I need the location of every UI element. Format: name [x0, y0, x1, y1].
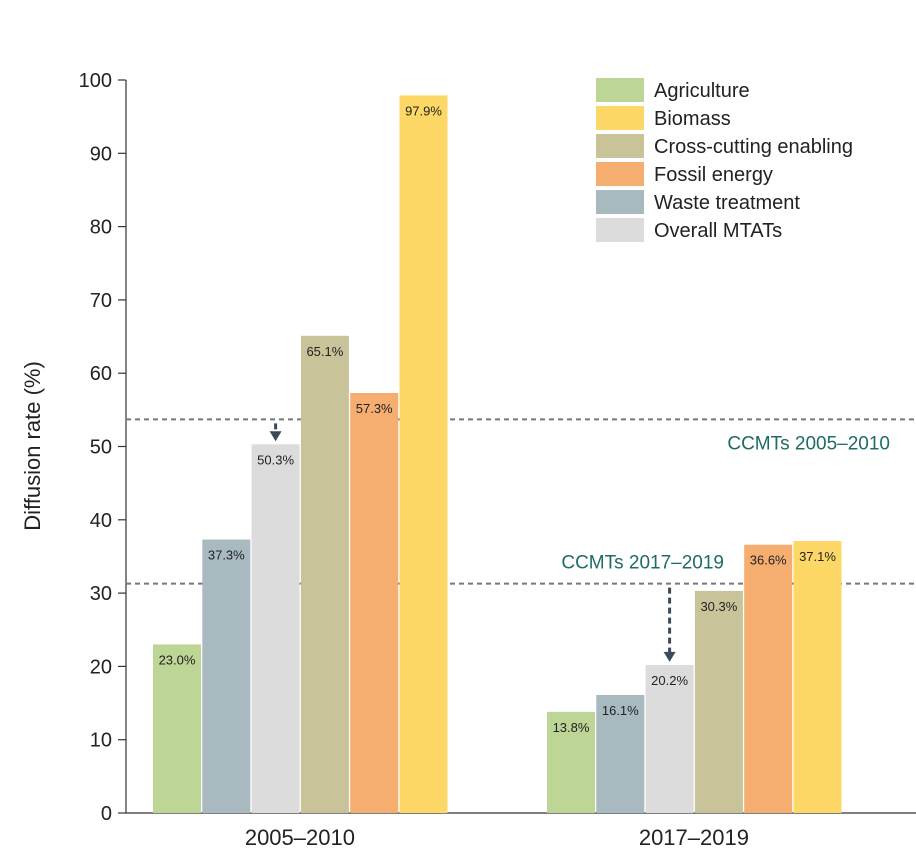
- bar-biomass: [399, 95, 448, 813]
- legend-label: Biomass: [654, 108, 731, 130]
- bar-fossil-energy: [744, 544, 793, 813]
- bar-waste-treatment: [596, 694, 645, 813]
- bar-value-label: 36.6%: [750, 553, 787, 568]
- bar-value-label: 57.3%: [356, 401, 393, 416]
- legend-label: Agriculture: [654, 80, 750, 102]
- bar-value-label: 30.3%: [700, 599, 737, 614]
- arrow-head: [269, 431, 282, 442]
- bar-value-label: 97.9%: [405, 103, 442, 118]
- bar-biomass: [793, 541, 842, 813]
- x-category-label: 2005–2010: [245, 825, 355, 850]
- bar-value-label: 50.3%: [257, 452, 294, 467]
- y-tick-label: 50: [90, 437, 112, 459]
- legend-swatch-waste-treatment: [596, 190, 644, 214]
- y-tick-label: 70: [90, 290, 112, 312]
- legend-swatch-fossil-energy: [596, 162, 644, 186]
- legend-swatch-biomass: [596, 106, 644, 130]
- y-axis-label: Diffusion rate (%): [20, 361, 45, 531]
- legend-label: Overall MTATs: [654, 220, 782, 242]
- y-tick-label: 60: [90, 363, 112, 385]
- bar-value-label: 13.8%: [553, 720, 590, 735]
- reference-line-label: CCMTs 2005–2010: [727, 433, 890, 454]
- legend-swatch-cross-cutting-enabling: [596, 134, 644, 158]
- bar-overall-mtats: [645, 664, 694, 813]
- legend-swatch-overall-mtats: [596, 218, 644, 242]
- bar-agriculture: [153, 644, 201, 813]
- y-tick-label: 0: [101, 803, 112, 825]
- legend-swatch-agriculture: [596, 78, 644, 102]
- bar-agriculture: [547, 711, 595, 813]
- legend-label: Waste treatment: [654, 192, 800, 214]
- y-tick-label: 30: [90, 583, 112, 605]
- bar-value-label: 37.1%: [799, 549, 836, 564]
- bar-cross-cutting-enabling: [694, 590, 743, 813]
- x-category-label: 2017–2019: [639, 825, 749, 850]
- arrow-head: [663, 651, 676, 662]
- y-tick-label: 100: [79, 70, 112, 92]
- bar-value-label: 20.2%: [651, 673, 688, 688]
- legend-label: Fossil energy: [654, 164, 773, 186]
- y-tick-label: 80: [90, 217, 112, 239]
- bar-value-label: 23.0%: [159, 652, 196, 667]
- bar-fossil-energy: [350, 392, 399, 813]
- bar-value-label: 37.3%: [208, 548, 245, 563]
- reference-line-label: CCMTs 2017–2019: [561, 553, 724, 574]
- bar-value-label: 65.1%: [306, 344, 343, 359]
- bar-value-label: 16.1%: [602, 703, 639, 718]
- y-tick-label: 10: [90, 730, 112, 752]
- legend-label: Cross-cutting enabling: [654, 136, 853, 158]
- y-tick-label: 40: [90, 510, 112, 532]
- bar-cross-cutting-enabling: [300, 335, 349, 813]
- bar-overall-mtats: [251, 444, 300, 813]
- y-tick-label: 20: [90, 656, 112, 678]
- y-tick-label: 90: [90, 143, 112, 165]
- bar-waste-treatment: [202, 539, 251, 813]
